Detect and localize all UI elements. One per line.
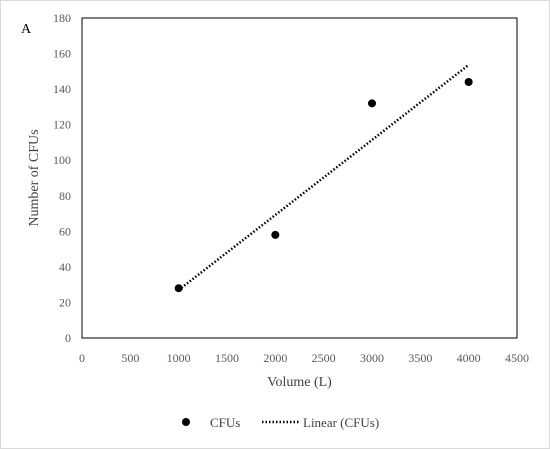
x-tick-label: 1000 bbox=[167, 351, 191, 365]
y-tick-label: 20 bbox=[59, 295, 71, 309]
x-axis-title: Volume (L) bbox=[267, 375, 332, 390]
y-tick-label: 160 bbox=[53, 47, 71, 61]
panel-label: A bbox=[21, 22, 32, 37]
x-tick-label: 0 bbox=[79, 351, 85, 365]
legend: CFUs Linear (CFUs) bbox=[182, 415, 379, 430]
y-tick-label: 180 bbox=[53, 11, 71, 25]
data-point bbox=[368, 99, 376, 108]
x-tick-label: 3000 bbox=[360, 351, 384, 365]
y-tick-label: 60 bbox=[59, 224, 71, 238]
data-point bbox=[464, 78, 473, 86]
x-tick-label: 2500 bbox=[312, 351, 336, 365]
y-tick-label: 100 bbox=[53, 153, 71, 167]
x-tick-label: 1500 bbox=[215, 351, 239, 365]
legend-label-linear: Linear (CFUs) bbox=[303, 415, 379, 430]
legend-marker-cfus bbox=[182, 418, 190, 426]
y-axis-title: Number of CFUs bbox=[27, 129, 42, 226]
y-axis-ticks: 0 20 40 60 80 100 120 140 160 180 bbox=[53, 11, 71, 345]
y-tick-label: 80 bbox=[59, 189, 71, 203]
x-tick-label: 4000 bbox=[457, 351, 481, 365]
y-tick-label: 120 bbox=[53, 118, 71, 132]
y-tick-label: 40 bbox=[59, 260, 71, 274]
x-tick-label: 4500 bbox=[505, 351, 529, 365]
series-layer bbox=[174, 63, 473, 293]
data-point bbox=[174, 284, 183, 293]
plot-area bbox=[81, 17, 518, 339]
x-tick-label: 3500 bbox=[408, 351, 432, 365]
y-tick-label: 0 bbox=[65, 331, 71, 345]
legend-label-cfus: CFUs bbox=[210, 415, 240, 430]
y-tick-label: 140 bbox=[53, 82, 71, 96]
data-point bbox=[271, 230, 280, 239]
x-tick-label: 2000 bbox=[263, 351, 287, 365]
x-axis-ticks: 0 500 1000 1500 2000 2500 3000 3500 4000 4500 bbox=[79, 351, 529, 365]
trendline bbox=[177, 63, 470, 291]
x-tick-label: 500 bbox=[121, 351, 139, 365]
